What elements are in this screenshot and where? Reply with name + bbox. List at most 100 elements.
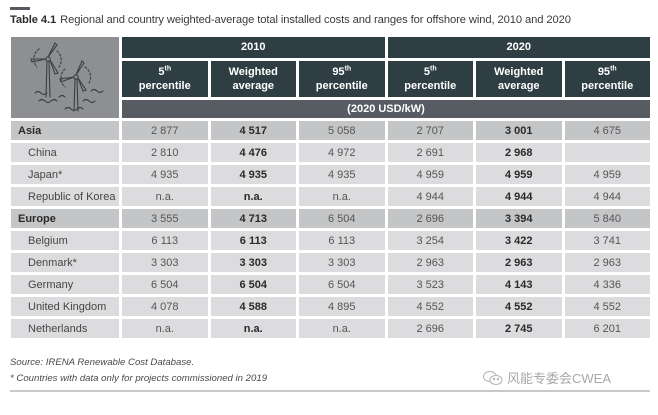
offshore-wind-turbines-icon (11, 37, 119, 118)
value-cell: 6 113 (122, 231, 208, 250)
value-cell: 3 422 (476, 231, 562, 250)
value-cell (564, 143, 650, 162)
value-cell: 4 078 (122, 297, 208, 316)
value-cell: 4 713 (210, 209, 296, 228)
watermark-text: 风能专委会CWEA (507, 371, 612, 386)
value-cell: 4 552 (476, 297, 562, 316)
value-cell: 4 552 (387, 297, 473, 316)
country-row: Japan* 4 935 4 935 4 935 4 959 4 959 4 959 (11, 165, 650, 184)
header-row-years: 2010 2020 (11, 37, 650, 118)
value-cell: 4 935 (299, 165, 385, 184)
value-cell: 6 113 (299, 231, 385, 250)
value-cell: 2 745 (476, 319, 562, 338)
value-cell: 6 504 (299, 209, 385, 228)
row-label: Denmark* (11, 253, 119, 272)
value-cell: 2 877 (122, 121, 208, 140)
subheader-cell: Weighted average (476, 60, 562, 97)
value-cell: 3 523 (387, 275, 473, 294)
subheader-line2: average (497, 79, 540, 92)
value-cell: 4 944 (564, 187, 650, 206)
value-cell: 3 394 (476, 209, 562, 228)
value-cell: 2 691 (387, 143, 473, 162)
header-row-percentiles: 5th percentile Weighted average 95th percenti… (11, 60, 650, 97)
value-cell: 6 504 (122, 275, 208, 294)
value-cell: 4 588 (210, 297, 296, 316)
value-cell: 2 696 (387, 209, 473, 228)
value-cell: 6 201 (564, 319, 650, 338)
subheader-line1: Weighted (228, 65, 278, 78)
value-cell: 6 113 (210, 231, 296, 250)
value-cell: 2 963 (476, 253, 562, 272)
value-cell: 3 303 (122, 253, 208, 272)
subheader-line2: percentile (404, 79, 457, 92)
value-cell: 4 476 (210, 143, 296, 162)
country-row: China 2 810 4 476 4 972 2 691 2 968 (11, 143, 650, 162)
subheader-superscript: th (344, 64, 352, 72)
subheader-cell: Weighted average (210, 60, 296, 97)
wechat-icon (483, 370, 503, 385)
value-cell: 6 504 (210, 275, 296, 294)
table-number: Table 4.1 (10, 14, 57, 26)
value-cell: 2 810 (122, 143, 208, 162)
region-row: Asia 2 877 4 517 5 058 2 707 3 001 4 675 (11, 121, 650, 140)
value-cell: 4 944 (476, 187, 562, 206)
subheader-line2: average (232, 79, 275, 92)
cost-table: 2010 2020 5th percentile Weighted average 95… (8, 34, 653, 341)
subheader-superscript: th (164, 64, 172, 72)
unit-label: (2020 USD/kW) (122, 99, 650, 118)
row-label: Belgium (11, 231, 119, 250)
value-cell: 3 741 (564, 231, 650, 250)
row-label: China (11, 143, 119, 162)
value-cell: n.a. (210, 187, 296, 206)
top-accent-bar (10, 7, 30, 10)
subheader-cell: 95th percentile (564, 60, 650, 97)
value-cell: 4 517 (210, 121, 296, 140)
subheader-line1: 5 (423, 65, 430, 78)
country-row: Belgium 6 113 6 113 6 113 3 254 3 422 3 741 (11, 231, 650, 250)
value-cell: 2 963 (387, 253, 473, 272)
subheader-cell: 5th percentile (122, 60, 208, 97)
subheader-line1: 95 (597, 65, 611, 78)
source-note: Source: IRENA Renewable Cost Database. (10, 357, 195, 368)
value-cell: n.a. (299, 319, 385, 338)
subheader-line1: 95 (332, 65, 345, 78)
year-header-2020: 2020 (387, 37, 650, 58)
value-cell: 2 707 (387, 121, 473, 140)
value-cell: 3 303 (299, 253, 385, 272)
value-cell: 2 968 (476, 143, 562, 162)
subheader-superscript: th (430, 64, 437, 72)
value-cell: 4 959 (476, 165, 562, 184)
subheader-line2: percentile (138, 79, 191, 92)
country-row: Denmark* 3 303 3 303 3 303 2 963 2 963 2 963 (11, 253, 650, 272)
country-row: United Kingdom 4 078 4 588 4 895 4 552 4 552 4… (11, 297, 650, 316)
row-label: United Kingdom (11, 297, 119, 316)
value-cell: 4 944 (387, 187, 473, 206)
footnote: * Countries with data only for projects … (10, 373, 268, 384)
subheader-superscript: th (610, 64, 617, 72)
table-title: Regional and country weighted-average to… (60, 14, 571, 26)
value-cell: 4 935 (210, 165, 296, 184)
value-cell: n.a. (299, 187, 385, 206)
subheader-line1: Weighted (494, 65, 544, 78)
value-cell: 2 963 (564, 253, 650, 272)
value-cell: 5 058 (299, 121, 385, 140)
row-label: Europe (11, 209, 119, 228)
value-cell: 5 840 (564, 209, 650, 228)
country-row: Republic of Korea n.a. n.a. n.a. 4 944 4 944 4… (11, 187, 650, 206)
value-cell: 6 504 (299, 275, 385, 294)
value-cell: 4 143 (476, 275, 562, 294)
value-cell: 4 935 (122, 165, 208, 184)
value-cell: n.a. (210, 319, 296, 338)
value-cell: 4 336 (564, 275, 650, 294)
value-cell: 3 254 (387, 231, 473, 250)
bottom-divider (10, 390, 650, 392)
subheader-line1: 5 (158, 65, 165, 78)
value-cell: 4 675 (564, 121, 650, 140)
header-row-unit: (2020 USD/kW) (11, 99, 650, 118)
table-caption: Table 4.1 Regional and country weighted-a… (10, 14, 571, 26)
country-row: Germany 6 504 6 504 6 504 3 523 4 143 4 336 (11, 275, 650, 294)
value-cell: 4 959 (564, 165, 650, 184)
value-cell: 2 696 (387, 319, 473, 338)
row-label: Netherlands (11, 319, 119, 338)
subheader-line2: percentile (581, 79, 634, 92)
